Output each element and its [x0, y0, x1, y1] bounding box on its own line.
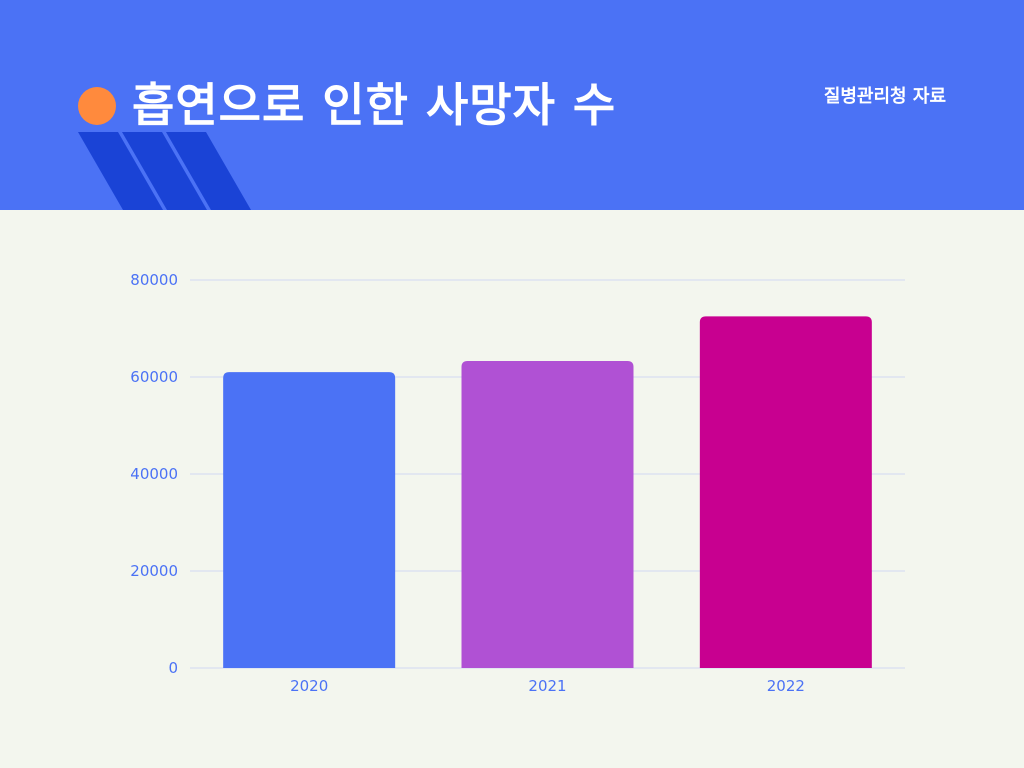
stripe-1 — [78, 132, 163, 210]
bar-chart: 0 20000 40000 60000 80000 2020 2021 2022 — [130, 271, 905, 695]
stripe-3 — [166, 132, 251, 210]
page-title: 흡연으로 인한 사망자 수 — [132, 78, 617, 132]
y-tick-label: 20000 — [130, 562, 178, 580]
bar-2022 — [699, 316, 872, 668]
bar-2020 — [223, 372, 396, 668]
x-tick-label: 2020 — [290, 677, 328, 695]
y-tick-label: 0 — [168, 659, 178, 677]
y-tick-label: 40000 — [130, 465, 178, 483]
orange-dot-icon — [78, 87, 116, 125]
chart-area: 0 20000 40000 60000 80000 2020 2021 2022 — [0, 210, 1024, 768]
y-tick-label: 60000 — [130, 368, 178, 386]
decorative-stripes — [78, 132, 251, 210]
x-tick-label: 2022 — [767, 677, 805, 695]
header-banner: 흡연으로 인한 사망자 수 질병관리청 자료 — [0, 0, 1024, 210]
x-tick-label: 2021 — [528, 677, 566, 695]
source-label: 질병관리청 자료 — [823, 86, 946, 107]
y-tick-label: 80000 — [130, 271, 178, 289]
bar-2021 — [461, 360, 634, 668]
stripe-2 — [122, 132, 207, 210]
